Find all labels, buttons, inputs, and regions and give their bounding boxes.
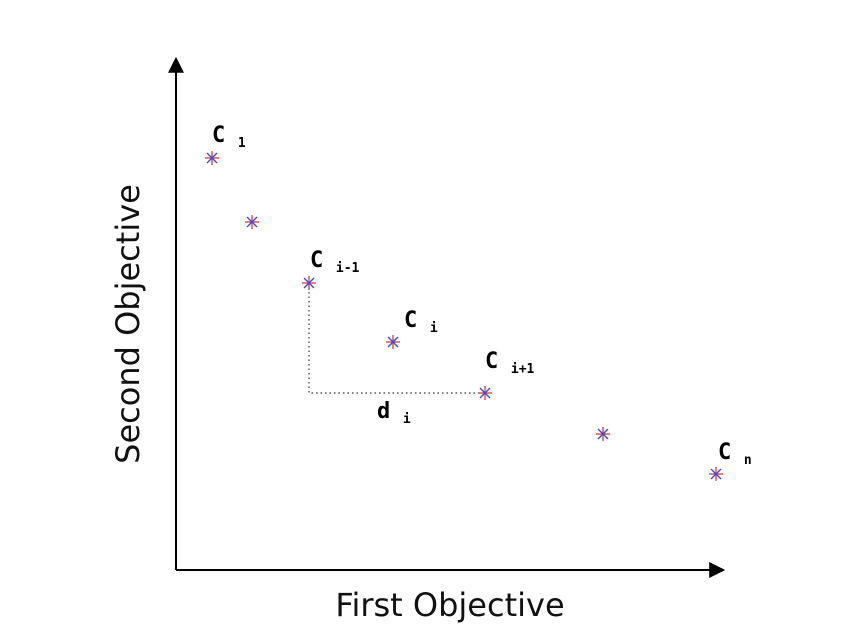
point-subscript-c-i-plus-1: i+1 — [511, 362, 535, 377]
point-marker — [709, 467, 723, 481]
x-axis-title: First Objective — [335, 586, 564, 624]
point-label-c1: C — [212, 123, 225, 148]
svg-text:C 1: C 1 — [212, 123, 246, 151]
point-6 — [596, 427, 610, 441]
point-label-c-i: C — [404, 308, 417, 333]
distance-label: d — [377, 399, 390, 424]
point-c1: C 1 — [205, 123, 246, 165]
point-subscript-c-i: i — [430, 321, 438, 336]
svg-text:C i: C i — [404, 308, 438, 336]
point-subscript-c-n: n — [744, 453, 752, 468]
point-marker — [478, 386, 492, 400]
point-marker — [596, 427, 610, 441]
point-subscript-c-i-minus-1: i-1 — [336, 261, 360, 276]
distance-bracket — [308, 283, 485, 394]
point-c-n: C n — [709, 440, 752, 481]
point-label-c-i-minus-1: C — [310, 248, 323, 273]
point-marker — [386, 335, 400, 349]
point-c-i: C i — [386, 308, 438, 349]
point-c-i-plus-1: C i+1 — [478, 349, 535, 400]
distance-subscript: i — [403, 412, 411, 427]
point-subscript-c1: 1 — [238, 136, 246, 151]
svg-text:d i: d i — [377, 399, 411, 427]
svg-text:C i-1: C i-1 — [310, 248, 360, 276]
point-marker — [245, 215, 259, 229]
point-2 — [245, 215, 259, 229]
point-c-i-minus-1: C i-1 — [302, 248, 360, 290]
svg-text:C n: C n — [718, 440, 752, 468]
point-label-c-i-plus-1: C — [485, 349, 498, 374]
y-axis-title: Second Objective — [109, 184, 147, 464]
point-label-c-n: C — [718, 440, 731, 465]
svg-text:C i+1: C i+1 — [485, 349, 535, 377]
point-marker — [205, 151, 219, 165]
point-marker — [302, 276, 316, 290]
